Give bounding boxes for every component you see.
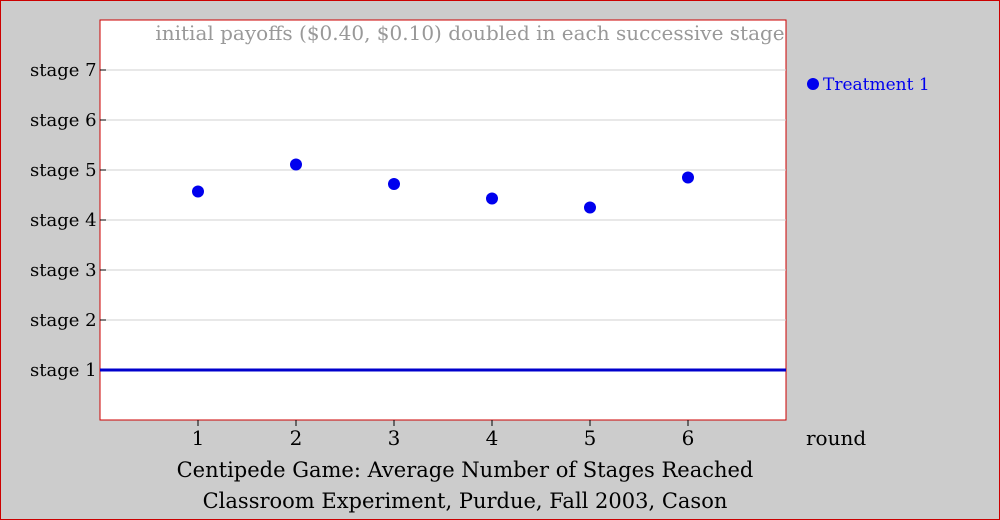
y-tick-label: stage 4 (30, 210, 97, 231)
caption-line-2: Classroom Experiment, Purdue, Fall 2003,… (202, 489, 728, 513)
legend-marker-treatment-1 (807, 78, 819, 90)
y-tick-label: stage 6 (30, 110, 97, 131)
x-tick-label: 3 (388, 426, 401, 450)
x-tick-label: 5 (584, 426, 597, 450)
y-tick-label: stage 1 (30, 360, 97, 381)
y-tick-label: stage 5 (30, 160, 97, 181)
y-tick-label: stage 7 (30, 60, 97, 81)
x-tick-label: 4 (486, 426, 499, 450)
data-point (192, 185, 204, 198)
data-point (486, 192, 498, 205)
x-tick-label: 2 (290, 426, 303, 450)
x-tick-labels: 1 2 3 4 5 6 (192, 420, 695, 450)
x-axis-label: round (806, 426, 866, 450)
caption-line-1: Centipede Game: Average Number of Stages… (176, 458, 754, 482)
data-point (584, 201, 596, 214)
x-tick-label: 6 (682, 426, 695, 450)
data-point (682, 171, 694, 184)
chart-subtitle: initial payoffs ($0.40, $0.10) doubled i… (155, 21, 784, 45)
legend-label-treatment-1: Treatment 1 (823, 75, 930, 95)
x-tick-label: 1 (192, 426, 205, 450)
legend: Treatment 1 (807, 75, 930, 95)
y-tick-label: stage 2 (30, 310, 97, 331)
data-point (388, 178, 400, 190)
y-tick-label: stage 3 (30, 260, 97, 281)
y-tick-labels: stage 1 stage 2 stage 3 stage 4 stage 5 stage… (30, 60, 97, 381)
series-points (192, 158, 694, 214)
data-point (290, 158, 302, 171)
